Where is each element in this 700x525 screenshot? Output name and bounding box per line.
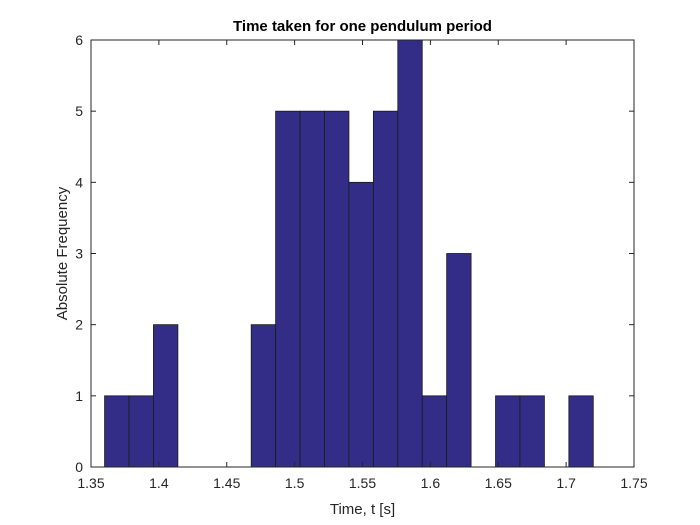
x-tick-label: 1.35 bbox=[77, 475, 104, 491]
y-tick-label: 6 bbox=[75, 32, 83, 48]
histogram-bar bbox=[128, 395, 154, 468]
x-axis-label: Time, t [s] bbox=[330, 501, 395, 518]
histogram-bar bbox=[299, 110, 325, 468]
x-tick-label: 1.55 bbox=[349, 475, 376, 491]
x-tick-label: 1.4 bbox=[149, 475, 169, 491]
histogram-bar bbox=[372, 110, 399, 468]
x-tick-label: 1.6 bbox=[421, 475, 441, 491]
histogram-bar bbox=[324, 110, 350, 468]
bars-group bbox=[104, 39, 594, 468]
y-tick-label: 2 bbox=[75, 317, 83, 333]
x-tick-label: 1.7 bbox=[556, 475, 576, 491]
y-tick-label: 3 bbox=[75, 246, 83, 262]
histogram-bar bbox=[104, 395, 130, 468]
histogram-bar bbox=[348, 181, 374, 468]
x-tick-label: 1.5 bbox=[285, 475, 305, 491]
y-axis-label: Absolute Frequency bbox=[54, 186, 71, 320]
x-tick-label: 1.75 bbox=[620, 475, 647, 491]
histogram-bar bbox=[495, 395, 521, 468]
histogram-bar bbox=[275, 110, 301, 468]
histogram-bar bbox=[153, 324, 179, 468]
chart-title: Time taken for one pendulum period bbox=[233, 18, 492, 35]
y-tick-label: 5 bbox=[75, 103, 83, 119]
histogram-bar bbox=[397, 39, 423, 468]
y-tick-label: 4 bbox=[75, 174, 83, 190]
histogram-bar bbox=[568, 395, 594, 468]
histogram-bar bbox=[421, 395, 448, 468]
x-tick-label: 1.45 bbox=[213, 475, 240, 491]
y-tick-label: 0 bbox=[75, 459, 83, 475]
x-ticks-group: 1.35 1.4 1.45 1.5 1.55 1.6 1.65 1.7 1.75 bbox=[77, 40, 648, 491]
y-ticks-group: 0 1 2 3 4 5 6 bbox=[75, 32, 634, 475]
x-tick-label: 1.65 bbox=[485, 475, 512, 491]
y-tick-label: 1 bbox=[75, 388, 83, 404]
histogram-bar bbox=[250, 324, 277, 468]
histogram-bar bbox=[446, 253, 472, 468]
histogram-bar bbox=[519, 395, 545, 468]
